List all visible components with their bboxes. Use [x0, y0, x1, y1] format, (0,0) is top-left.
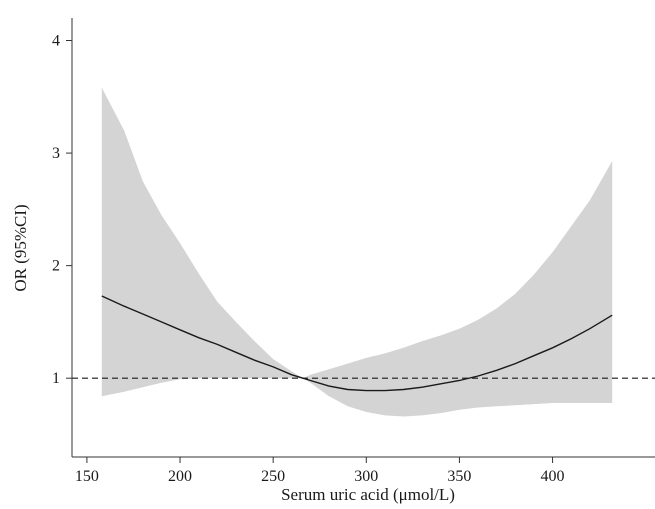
y-tick-label: 3 — [52, 145, 60, 162]
axes: 1 2 3 4 150 200 250 300 350 400 — [52, 18, 655, 485]
plot-area — [72, 87, 655, 417]
x-tick-label: 300 — [354, 468, 378, 485]
x-tick-label: 200 — [168, 468, 192, 485]
x-axis-title: Serum uric acid (μmol/L) — [281, 485, 455, 504]
confidence-band — [101, 87, 613, 417]
x-tick-label: 400 — [541, 468, 565, 485]
y-axis-title: OR (95%CI) — [11, 204, 30, 291]
y-tick-label: 2 — [52, 258, 60, 275]
x-tick-label: 350 — [447, 468, 471, 485]
y-tick-label: 1 — [52, 370, 60, 387]
x-tick-label: 250 — [261, 468, 285, 485]
x-tick-label: 150 — [75, 468, 99, 485]
y-tick-label: 4 — [52, 33, 60, 50]
odds-ratio-line — [101, 295, 613, 392]
